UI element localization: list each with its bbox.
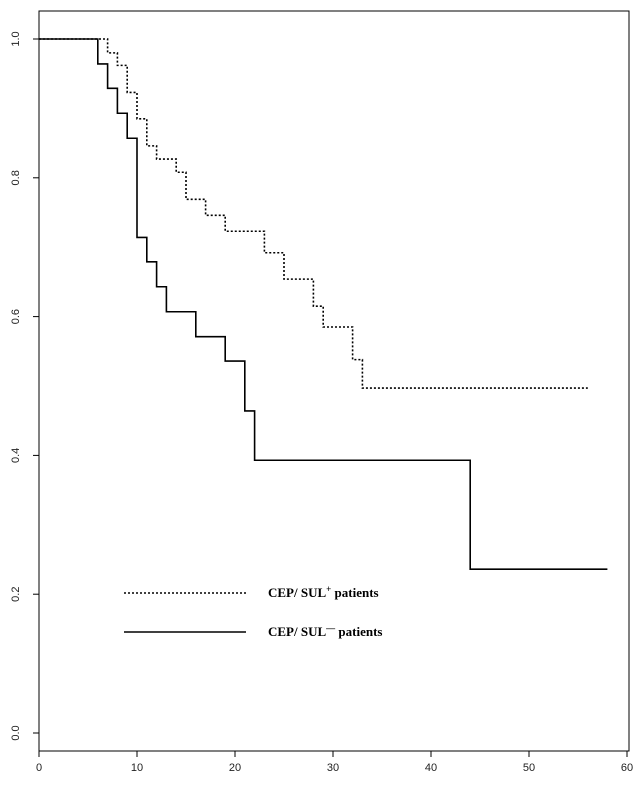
x-tick-label: 30 [327, 762, 339, 774]
legend: CEP/ SUL+ patients CEP/ SUL— patients [124, 584, 382, 639]
legend-label-sup: + [326, 584, 331, 594]
legend-label-prefix: CEP/ SUL [268, 624, 326, 639]
series-line-sul-positive [39, 38, 588, 389]
series-layer [39, 38, 608, 571]
x-tick-label: 50 [523, 762, 535, 774]
y-axis: 0.0 0.2 0.4 0.6 0.8 1.0 [10, 31, 39, 741]
x-axis: 0 10 20 30 40 50 60 [36, 751, 633, 774]
plot-frame [38, 10, 630, 752]
legend-label-sup: — [325, 623, 336, 633]
x-tick-label: 40 [425, 762, 437, 774]
legend-label-suffix: patients [335, 624, 382, 639]
legend-label-prefix: CEP/ SUL [268, 585, 326, 600]
y-tick-label: 0.2 [10, 587, 22, 602]
y-tick-label: 1.0 [10, 31, 22, 46]
y-tick-label: 0.4 [10, 448, 22, 463]
x-tick-label: 60 [621, 762, 633, 774]
y-tick-label: 0.8 [10, 170, 22, 185]
x-tick-label: 0 [36, 762, 42, 774]
legend-label-sul-positive: CEP/ SUL+ patients [268, 584, 379, 600]
series-line-sul-negative [39, 38, 608, 571]
y-tick-label: 0.0 [10, 725, 22, 740]
legend-label-sul-negative: CEP/ SUL— patients [268, 623, 382, 639]
legend-label-suffix: patients [331, 585, 378, 600]
x-tick-label: 20 [229, 762, 241, 774]
y-tick-label: 0.6 [10, 309, 22, 324]
x-tick-label: 10 [131, 762, 143, 774]
